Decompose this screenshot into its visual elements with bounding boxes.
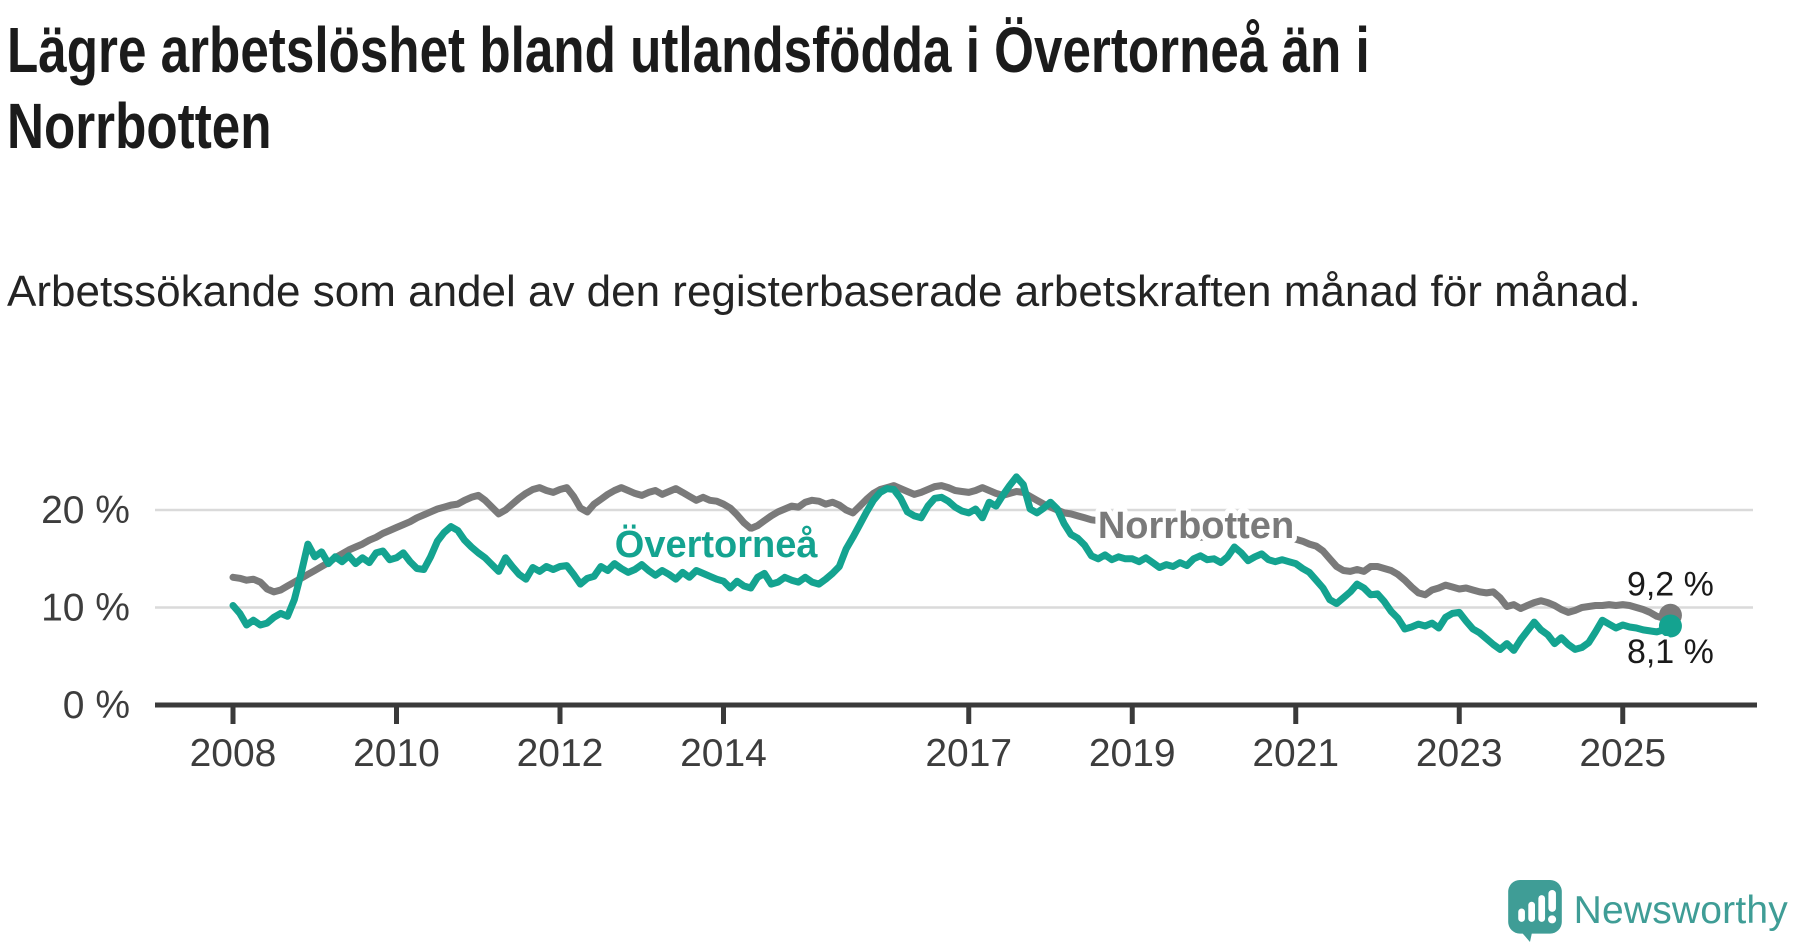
end-value-label-Övertorneå: 8,1 % — [1627, 633, 1714, 671]
chart-subtitle: Arbetssökande som andel av den registerb… — [7, 267, 1641, 316]
x-tick-label: 2012 — [517, 732, 604, 775]
series-label-Norrbotten: Norrbotten — [1098, 505, 1294, 547]
y-tick-label: 20 % — [41, 489, 130, 532]
x-tick-label: 2017 — [925, 732, 1012, 775]
newsworthy-icon — [1507, 880, 1562, 942]
series-line-Övertorneå — [229, 473, 1674, 654]
series-line-Norrbotten — [229, 482, 1674, 622]
x-tick-label: 2008 — [190, 732, 277, 775]
x-tick-label: 2014 — [680, 732, 767, 775]
y-tick-label: 0 % — [63, 684, 130, 727]
x-tick-label: 2021 — [1252, 732, 1339, 775]
chart-title: Lägre arbetslöshet bland utlandsfödda i … — [7, 14, 1370, 162]
y-tick-label: 10 % — [41, 587, 130, 630]
x-tick-label: 2023 — [1416, 732, 1503, 775]
endpoint-dot-Övertorneå — [1658, 614, 1682, 638]
end-value-label-Norrbotten: 9,2 % — [1627, 565, 1714, 603]
x-tick-label: 2010 — [353, 732, 440, 775]
x-tick-label: 2019 — [1089, 732, 1176, 775]
x-tick-label: 2025 — [1579, 732, 1666, 775]
series-label-Övertorneå: Övertorneå — [615, 523, 819, 566]
newsworthy-logo: Newsworthy — [1507, 880, 1788, 942]
newsworthy-wordmark: Newsworthy — [1573, 889, 1788, 932]
